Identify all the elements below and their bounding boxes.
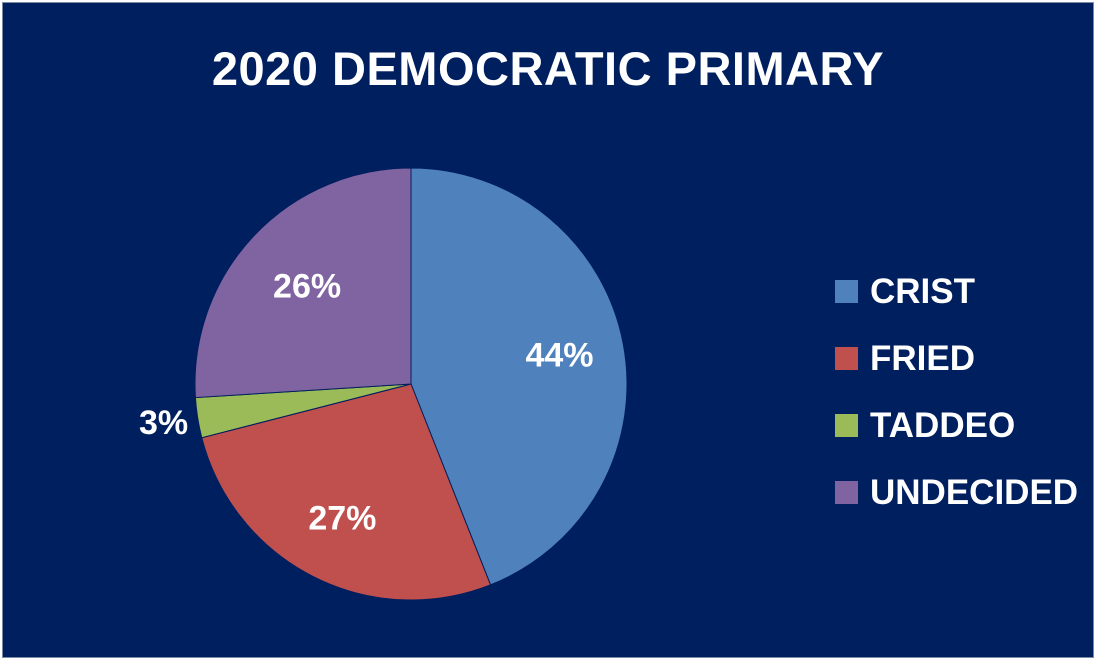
legend-label: CRIST — [870, 271, 975, 311]
data-label-taddeo: 3% — [139, 404, 188, 442]
pie-slice-undecided — [194, 167, 412, 399]
legend-swatch — [835, 481, 858, 504]
legend-swatch — [835, 414, 858, 437]
legend-swatch — [835, 347, 858, 370]
legend-label: TADDEO — [870, 405, 1016, 445]
legend-label: FRIED — [870, 338, 975, 378]
data-label-crist: 44% — [525, 337, 593, 375]
pie-slice-crist — [410, 167, 628, 586]
data-label-fried: 27% — [308, 500, 376, 538]
chart-title: 2020 DEMOCRATIC PRIMARY — [211, 42, 885, 95]
legend-item-undecided: UNDECIDED — [835, 459, 1078, 526]
pie-slice-fried — [201, 383, 492, 601]
legend-swatch — [835, 280, 858, 303]
pie-chart: 44% 27% 3% 26% — [139, 167, 628, 601]
legend-label: UNDECIDED — [870, 472, 1079, 512]
legend-item-fried: FRIED — [835, 325, 1078, 392]
legend-item-crist: CRIST — [835, 258, 1078, 325]
legend-item-taddeo: TADDEO — [835, 392, 1078, 459]
data-label-undecided: 26% — [273, 267, 341, 305]
legend: CRIST FRIED TADDEO UNDECIDED — [835, 258, 1078, 526]
